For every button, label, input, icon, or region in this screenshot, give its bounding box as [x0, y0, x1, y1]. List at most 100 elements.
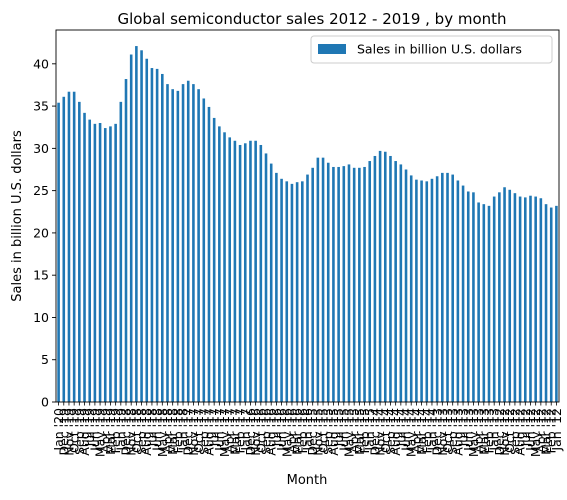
bar — [275, 172, 278, 402]
bar — [321, 157, 325, 402]
bar — [301, 181, 304, 402]
bar — [415, 179, 418, 402]
x-tick-label: Aug '17 — [201, 408, 216, 456]
bar — [62, 96, 66, 403]
x-tick-label: Jul '13 — [456, 408, 471, 447]
bar — [508, 189, 512, 402]
bar — [186, 80, 190, 403]
x-tick-label: Feb '14 — [419, 408, 434, 453]
bar — [269, 163, 273, 402]
x-tick-label: Oct '18 — [129, 408, 144, 453]
x-tick-label: Apr '18 — [160, 408, 175, 453]
bar — [83, 112, 86, 402]
bar — [456, 180, 460, 402]
bar — [358, 167, 361, 402]
bar — [472, 192, 475, 402]
x-tick-label: Nov '15 — [310, 408, 325, 456]
x-tick-label: Jun '14 — [399, 408, 414, 452]
x-tick-label: May '17 — [217, 408, 232, 457]
x-tick-label: Jun '13 — [461, 408, 476, 452]
bar — [67, 91, 71, 402]
bar — [347, 164, 351, 402]
bar — [477, 202, 480, 402]
bar — [534, 196, 537, 402]
bar — [383, 151, 387, 402]
bar — [155, 68, 159, 403]
bar — [446, 172, 449, 402]
bar — [394, 161, 397, 402]
x-tick-label: Oct '16 — [253, 408, 268, 453]
x-tick-label: Sep '13 — [445, 408, 460, 455]
bar — [238, 144, 242, 402]
bar — [114, 123, 117, 402]
x-tick-label: Dec '17 — [181, 408, 196, 456]
x-tick-label: Apr '17 — [222, 408, 237, 453]
x-tick-label: May '18 — [155, 408, 170, 457]
bar — [539, 198, 543, 402]
x-tick-label: Mar '15 — [352, 408, 367, 455]
bar — [98, 123, 102, 402]
bar — [212, 117, 216, 402]
bar — [482, 204, 486, 402]
chart-title: Global semiconductor sales 2012 - 2019 ,… — [117, 10, 506, 28]
bar — [373, 155, 377, 402]
bar — [202, 98, 206, 403]
bar — [503, 187, 506, 402]
bar — [181, 84, 185, 402]
x-tick-label: Feb '16 — [295, 408, 310, 453]
bar — [129, 54, 133, 402]
x-tick-label: Jul '18 — [144, 408, 159, 447]
y-axis: 0 5 10 15 20 25 30 35 40 — [33, 56, 56, 410]
bar — [171, 89, 174, 402]
bar — [441, 172, 444, 402]
x-tick-label: Nov '14 — [373, 408, 388, 456]
bar — [254, 140, 257, 402]
x-tick-label: Mar '14 — [414, 408, 429, 455]
bar — [435, 176, 439, 402]
bar — [337, 166, 340, 402]
bar — [466, 191, 470, 402]
x-tick-label: Jul '17 — [207, 408, 222, 447]
bar — [280, 178, 283, 402]
bar — [119, 101, 123, 402]
x-tick-label: Aug '14 — [388, 408, 403, 456]
bar — [150, 68, 154, 402]
bar — [451, 174, 454, 402]
y-tick-label: 10 — [33, 310, 49, 325]
bar — [295, 182, 299, 402]
bar — [57, 102, 60, 402]
x-tick-label: Nov '19 — [61, 408, 76, 456]
bar — [404, 169, 408, 402]
bar — [223, 132, 226, 403]
x-tick-label: May '14 — [404, 408, 419, 457]
x-tick-label: Oct '14 — [378, 408, 393, 453]
y-tick-label: 5 — [41, 352, 49, 367]
x-tick-label: May '16 — [279, 408, 294, 457]
legend-swatch — [318, 44, 346, 54]
x-tick-label: Dec '14 — [367, 408, 382, 456]
y-tick-label: 35 — [33, 99, 49, 114]
x-tick-label: Mar '12 — [539, 408, 554, 455]
bar — [544, 204, 548, 402]
x-tick-label: Jun '17 — [212, 408, 227, 452]
x-tick-label: Apr '15 — [347, 408, 362, 453]
x-tick-label: Apr '19 — [98, 408, 113, 453]
x-tick-label: Feb '17 — [233, 408, 248, 453]
x-tick-label: Dec '13 — [430, 408, 445, 456]
bar — [166, 84, 169, 402]
bar — [306, 174, 309, 402]
bar — [430, 178, 434, 402]
x-tick-label: May '15 — [341, 408, 356, 457]
x-axis-label: Month — [287, 473, 328, 488]
x-tick-label: Feb '19 — [108, 408, 123, 453]
y-tick-label: 20 — [33, 225, 49, 240]
x-tick-label: Dec '19 — [56, 408, 71, 456]
bar — [259, 144, 263, 402]
legend-box — [310, 35, 553, 64]
bar — [425, 181, 429, 402]
x-tick-label: Jun '12 — [523, 408, 538, 452]
bar — [197, 89, 200, 402]
y-axis-label: Sales in billion U.S. dollars — [10, 130, 25, 302]
x-tick-label: Aug '19 — [77, 408, 92, 456]
